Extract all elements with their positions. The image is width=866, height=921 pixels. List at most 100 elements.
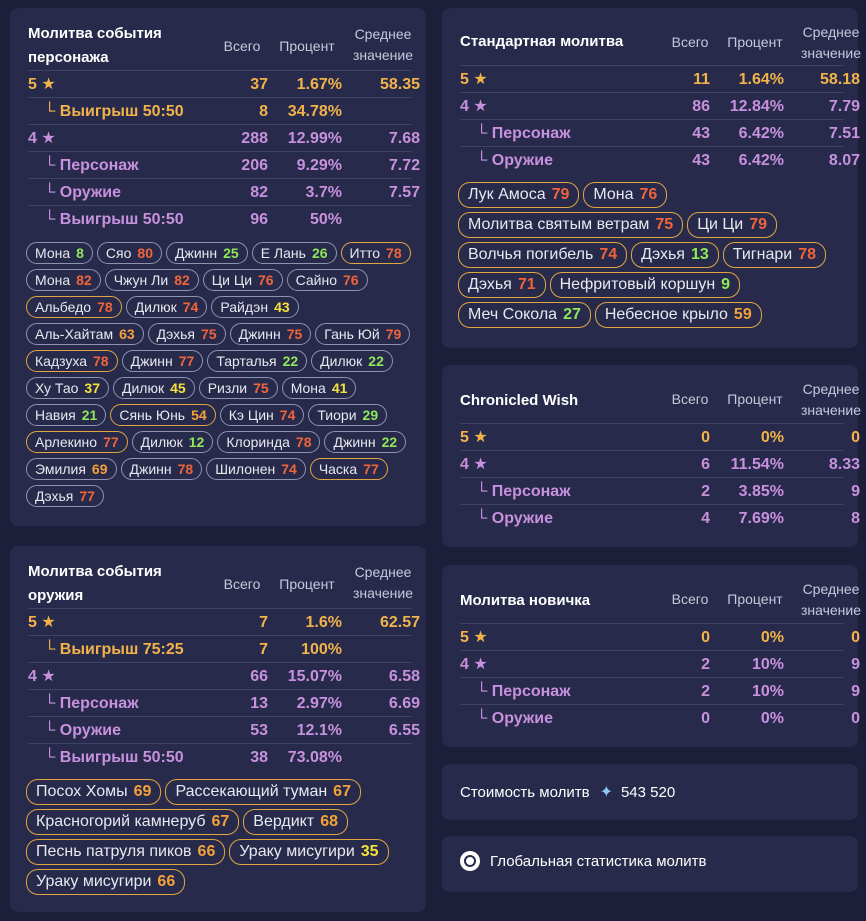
header-total: Всего: [223, 38, 261, 54]
pull-chip: Эмилия 69: [26, 458, 117, 480]
pull-chip: Часка 77: [309, 458, 388, 480]
chronicled-banner-title: Chronicled Wish: [460, 392, 579, 409]
pull-chip: Мона 76: [583, 182, 668, 208]
chip-pity-count: 76: [639, 186, 658, 203]
chip-pity-count: 66: [157, 873, 176, 890]
row-label: └ Персонаж: [476, 125, 571, 142]
row-average: 0: [851, 629, 860, 646]
pull-chip: Небесное крыло 59: [594, 302, 762, 328]
row-average: 7.51: [828, 125, 860, 142]
pull-chip: Дилюк 22: [311, 350, 393, 372]
chronicled-banner-card: Chronicled Wish Всего Процент Среднее зн…: [442, 365, 861, 547]
chip-name: Аль-Хайтам: [35, 326, 114, 342]
chip-name: Сайно: [295, 272, 337, 288]
chip-pity-count: 66: [197, 843, 216, 860]
chip-name: Дилюк: [122, 380, 165, 396]
stats-row: 4 ★ 288 12.99% 7.68: [28, 124, 420, 151]
character-banner-card: Молитва события персонажа Всего Процент …: [10, 8, 426, 526]
chip-name: Эмилия: [35, 461, 86, 477]
row-total: 6: [701, 456, 710, 473]
beginner-banner-title: Молитва новичка: [460, 592, 591, 609]
row-total: 4: [701, 510, 710, 527]
row-label: └ Оружие: [44, 184, 121, 201]
row-label: 4 ★: [460, 456, 488, 473]
row-label: 5 ★: [460, 629, 488, 646]
global-stats-link[interactable]: Глобальная статистика молитв: [442, 836, 858, 892]
chip-pity-count: 77: [178, 353, 195, 369]
chip-pity-count: 76: [258, 272, 274, 288]
pull-chip: Альбедо 78: [26, 296, 122, 318]
header-average: Среднее значение: [352, 564, 414, 601]
pull-chip: Ци Ци 76: [202, 269, 283, 291]
character-banner-title: Молитва события персонажа: [28, 25, 162, 66]
chip-name: Чжун Ли: [113, 272, 169, 288]
chip-name: Мона: [35, 245, 71, 261]
row-percent: 0%: [760, 710, 784, 727]
chip-pity-count: 82: [76, 272, 92, 288]
pull-chip: Молитва святым ветрам 75: [458, 212, 684, 238]
chip-pity-count: 22: [282, 353, 299, 369]
row-total: 53: [250, 722, 268, 739]
row-label: └ Выигрыш 50:50: [44, 211, 184, 228]
row-average: 62.57: [379, 614, 420, 631]
chip-pity-count: 63: [119, 326, 135, 342]
chip-pity-count: 78: [177, 461, 194, 477]
wish-cost-card: Стоимость молитв ✦ 543 520: [442, 764, 858, 820]
pull-chip: Джинн 77: [121, 350, 204, 372]
row-average: 8: [851, 510, 860, 527]
chip-name: Мона: [35, 272, 71, 288]
pull-chip: Кэ Цин 74: [219, 404, 305, 426]
row-total: 13: [250, 695, 268, 712]
stats-row: └ Оружие 43 6.42% 8.07: [460, 146, 860, 173]
pull-chip: Дилюк 74: [125, 296, 208, 318]
chip-pity-count: 21: [81, 407, 98, 423]
row-label: └ Выигрыш 50:50: [44, 749, 184, 766]
global-stats-label: Глобальная статистика молитв: [490, 852, 707, 870]
stats-row: 4 ★ 2 10% 9: [460, 650, 860, 677]
chip-pity-count: 69: [133, 783, 152, 800]
row-label: 5 ★: [460, 429, 488, 446]
standard-chip-list: Лук Амоса 79 Мона 76 Молитва святым ветрам 75…: [458, 182, 848, 332]
chip-pity-count: 82: [174, 272, 190, 288]
pull-chip: Джинн 25: [165, 242, 248, 264]
chip-pity-count: 77: [79, 488, 95, 504]
chip-name: Сянь Юнь: [119, 407, 186, 423]
chip-name: Арлекино: [35, 434, 98, 450]
chip-pity-count: 75: [253, 380, 269, 396]
row-percent: 11.54%: [730, 456, 784, 473]
chip-name: Итто: [349, 245, 381, 261]
chip-pity-count: 9: [721, 276, 731, 293]
pull-chip: Лук Амоса 79: [458, 182, 580, 208]
beginner-banner-card: Молитва новичка Всего Процент Среднее зн…: [442, 565, 861, 747]
row-label: └ Оружие: [476, 710, 553, 727]
chip-name: Ци Ци: [697, 216, 744, 233]
stats-row: └ Оружие 4 7.69% 8: [460, 504, 860, 531]
chip-name: Альбедо: [35, 299, 92, 315]
chip-name: Небесное крыло: [604, 306, 728, 323]
chip-pity-count: 22: [368, 353, 384, 369]
pull-chip: Сяо 80: [96, 242, 162, 264]
stats-row: └ Выигрыш 50:50 8 34.78%: [28, 97, 412, 124]
chip-name: Кэ Цин: [228, 407, 274, 423]
row-percent: 7.69%: [738, 510, 784, 527]
pull-chip: Тигнари 78: [722, 242, 826, 268]
weapon-chip-list: Посох Хомы 69 Рассекающий туман 67 Красногор…: [26, 779, 416, 899]
pull-chip: Кадзуха 78: [26, 350, 118, 372]
row-average: 6.58: [388, 668, 420, 685]
chip-name: Дилюк: [320, 353, 363, 369]
row-total: 288: [241, 130, 268, 147]
chip-name: Гань Юй: [324, 326, 380, 342]
standard-banner-title: Стандартная молитва: [460, 33, 624, 50]
row-total: 2: [701, 683, 710, 700]
header-total: Всего: [671, 34, 709, 50]
row-label: └ Выигрыш 50:50: [44, 103, 184, 120]
chip-name: Райдэн: [220, 299, 269, 315]
row-percent: 6.42%: [738, 152, 784, 169]
chip-name: Клоринда: [226, 434, 290, 450]
pull-chip: Тиори 29: [308, 404, 388, 426]
row-average: 9: [851, 483, 860, 500]
pull-chip: Дэхья 71: [458, 272, 546, 298]
row-average: 8.07: [828, 152, 860, 169]
chip-name: Джинн: [333, 434, 376, 450]
row-percent: 34.78%: [287, 103, 342, 120]
